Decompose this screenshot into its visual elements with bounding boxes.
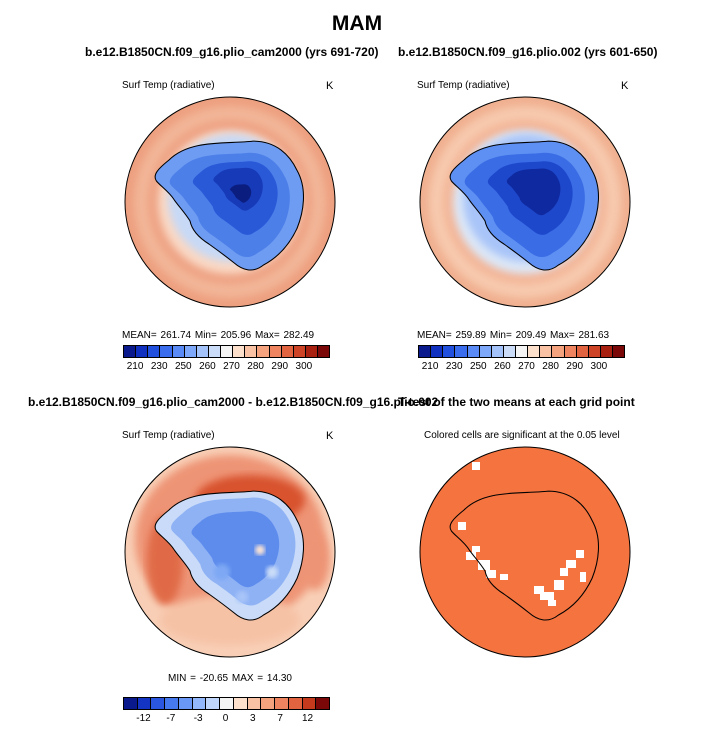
panel-2-colorbar-color-15 bbox=[600, 346, 613, 357]
panel-1-colorbar-color-12 bbox=[269, 346, 282, 357]
panel-1-colorbar-color-8 bbox=[221, 346, 234, 357]
panel-2-colorbar-color-7 bbox=[503, 346, 516, 357]
panel-1-colorbar-labels: 210 230 250 260 270 280 290 300 bbox=[123, 361, 328, 375]
panel-3-colorbar-tick-label: 3 bbox=[250, 713, 256, 724]
panel-3-colorbar-color-0 bbox=[124, 698, 138, 709]
panel-2-colorbar-tick-label: 210 bbox=[421, 361, 439, 372]
panel-1-colorbar-tick-label: 250 bbox=[174, 361, 192, 372]
panel-3-colorbar-color-8 bbox=[233, 698, 248, 709]
panel-2-colorbar-color-0 bbox=[419, 346, 432, 357]
panel-3-map bbox=[124, 446, 336, 658]
panel-1-colorbar-color-11 bbox=[257, 346, 270, 357]
panel-3-colorbar-color-1 bbox=[137, 698, 152, 709]
panel-4-variable: Colored cells are significant at the 0.0… bbox=[424, 430, 620, 441]
panel-1-colorbar-color-16 bbox=[318, 346, 330, 357]
panel-1-colorbar-color-0 bbox=[124, 346, 137, 357]
panel-2-colorbar bbox=[418, 345, 625, 358]
panel-1-colorbar-tick-label: 210 bbox=[126, 361, 144, 372]
panel-3-units: K bbox=[326, 430, 334, 442]
panel-1-colorbar-tick-label: 280 bbox=[247, 361, 264, 372]
panel-3-colorbar-color-2 bbox=[151, 698, 166, 709]
panel-2-colorbar-color-9 bbox=[528, 346, 541, 357]
panel-2-colorbar-labels: 210 230 250 260 270 280 290 300 bbox=[418, 361, 623, 375]
panel-2-colorbar-color-11 bbox=[552, 346, 565, 357]
panel-3-colorbar-tick-label: -3 bbox=[193, 713, 203, 724]
panel-2-variable: Surf Temp (radiative) bbox=[417, 80, 510, 91]
panel-1-colorbar-color-10 bbox=[245, 346, 258, 357]
panel-3-stats: MIN = -20.65 MAX = 14.30 bbox=[168, 673, 292, 684]
panel-2-title: b.e12.B1850CN.f09_g16.plio.002 (yrs 601-… bbox=[398, 45, 658, 59]
panel-3-colorbar-labels: -12 -7 -3 0 3 7 12 bbox=[123, 713, 328, 727]
panel-1-colorbar-color-13 bbox=[281, 346, 294, 357]
panel-1-stats: MEAN= 261.74 Min= 205.96 Max= 282.49 bbox=[122, 330, 315, 341]
panel-1-colorbar-color-14 bbox=[293, 346, 306, 357]
panel-3-colorbar-tick-label: -12 bbox=[136, 713, 151, 724]
panel-2-colorbar-color-8 bbox=[516, 346, 529, 357]
panel-2-colorbar-tick-label: 280 bbox=[542, 361, 559, 372]
panel-3-colorbar-color-5 bbox=[192, 698, 207, 709]
panel-1-colorbar-tick-label: 300 bbox=[295, 361, 313, 372]
panel-1-colorbar-color-2 bbox=[148, 346, 161, 357]
panel-2-colorbar-tick-label: 260 bbox=[494, 361, 511, 372]
panel-3-colorbar-color-9 bbox=[247, 698, 262, 709]
panel-3-colorbar-tick-label: 0 bbox=[222, 713, 229, 724]
panel-1-colorbar bbox=[123, 345, 330, 358]
panel-1-colorbar-tick-label: 230 bbox=[150, 361, 168, 372]
panel-2-colorbar-tick-label: 300 bbox=[590, 361, 608, 372]
panel-3-colorbar-color-3 bbox=[165, 698, 179, 709]
panel-1-colorbar-tick-label: 270 bbox=[223, 361, 240, 372]
panel-3-colorbar-color-10 bbox=[261, 698, 276, 709]
panel-2-colorbar-tick-label: 250 bbox=[469, 361, 487, 372]
panel-1-colorbar-color-7 bbox=[208, 346, 221, 357]
panel-2-colorbar-color-16 bbox=[613, 346, 625, 357]
panel-2-map bbox=[419, 96, 631, 308]
panel-4-map bbox=[419, 446, 631, 658]
panel-3-colorbar-color-11 bbox=[275, 698, 289, 709]
panel-3-colorbar-tick-label: 7 bbox=[277, 713, 283, 724]
panel-2-colorbar-color-3 bbox=[455, 346, 468, 357]
panel-1-colorbar-color-1 bbox=[136, 346, 149, 357]
panel-1-colorbar-color-3 bbox=[160, 346, 173, 357]
panel-2-colorbar-color-1 bbox=[431, 346, 444, 357]
panel-3-title: b.e12.B1850CN.f09_g16.plio_cam2000 - b.e… bbox=[28, 395, 439, 409]
panel-2-colorbar-tick-label: 230 bbox=[445, 361, 463, 372]
panel-1-colorbar-color-5 bbox=[184, 346, 197, 357]
panel-3-colorbar-color-13 bbox=[302, 698, 317, 709]
panel-2-colorbar-color-14 bbox=[588, 346, 601, 357]
panel-1-units: K bbox=[326, 80, 334, 92]
panel-3-colorbar-tick-label: -7 bbox=[166, 713, 176, 724]
panel-2-colorbar-color-12 bbox=[564, 346, 577, 357]
panel-2-colorbar-color-6 bbox=[491, 346, 504, 357]
panel-2-colorbar-color-5 bbox=[479, 346, 492, 357]
panel-2-colorbar-tick-label: 290 bbox=[566, 361, 584, 372]
panel-1-colorbar-tick-label: 290 bbox=[271, 361, 289, 372]
panel-2-units: K bbox=[621, 80, 629, 92]
panel-2-colorbar-color-13 bbox=[576, 346, 589, 357]
panel-1-colorbar-color-6 bbox=[196, 346, 209, 357]
panel-1-title: b.e12.B1850CN.f09_g16.plio_cam2000 (yrs … bbox=[85, 45, 379, 59]
panel-1-variable: Surf Temp (radiative) bbox=[122, 80, 215, 91]
panel-2-colorbar-tick-label: 270 bbox=[518, 361, 535, 372]
panel-2-colorbar-color-2 bbox=[443, 346, 456, 357]
panel-1-colorbar-tick-label: 260 bbox=[199, 361, 216, 372]
panel-3-colorbar-color-7 bbox=[220, 698, 234, 709]
panel-1-map bbox=[124, 96, 336, 308]
panel-3-colorbar bbox=[123, 697, 330, 710]
panel-3-colorbar-color-14 bbox=[316, 698, 330, 709]
panel-4-title: T-test of the two means at each grid poi… bbox=[398, 395, 635, 409]
panel-3-colorbar-tick-label: 12 bbox=[301, 713, 314, 724]
panel-1-colorbar-color-9 bbox=[233, 346, 246, 357]
panel-3-colorbar-color-4 bbox=[178, 698, 193, 709]
panel-2-colorbar-color-4 bbox=[467, 346, 480, 357]
panel-3-variable: Surf Temp (radiative) bbox=[122, 430, 215, 441]
panel-1-colorbar-color-15 bbox=[305, 346, 318, 357]
panel-3-colorbar-color-6 bbox=[206, 698, 221, 709]
panel-3-colorbar-color-12 bbox=[288, 698, 303, 709]
panel-1-colorbar-color-4 bbox=[172, 346, 185, 357]
panel-2-colorbar-color-10 bbox=[540, 346, 553, 357]
figure-title: MAM bbox=[331, 12, 383, 35]
panel-2-stats: MEAN= 259.89 Min= 209.49 Max= 281.63 bbox=[417, 330, 610, 341]
